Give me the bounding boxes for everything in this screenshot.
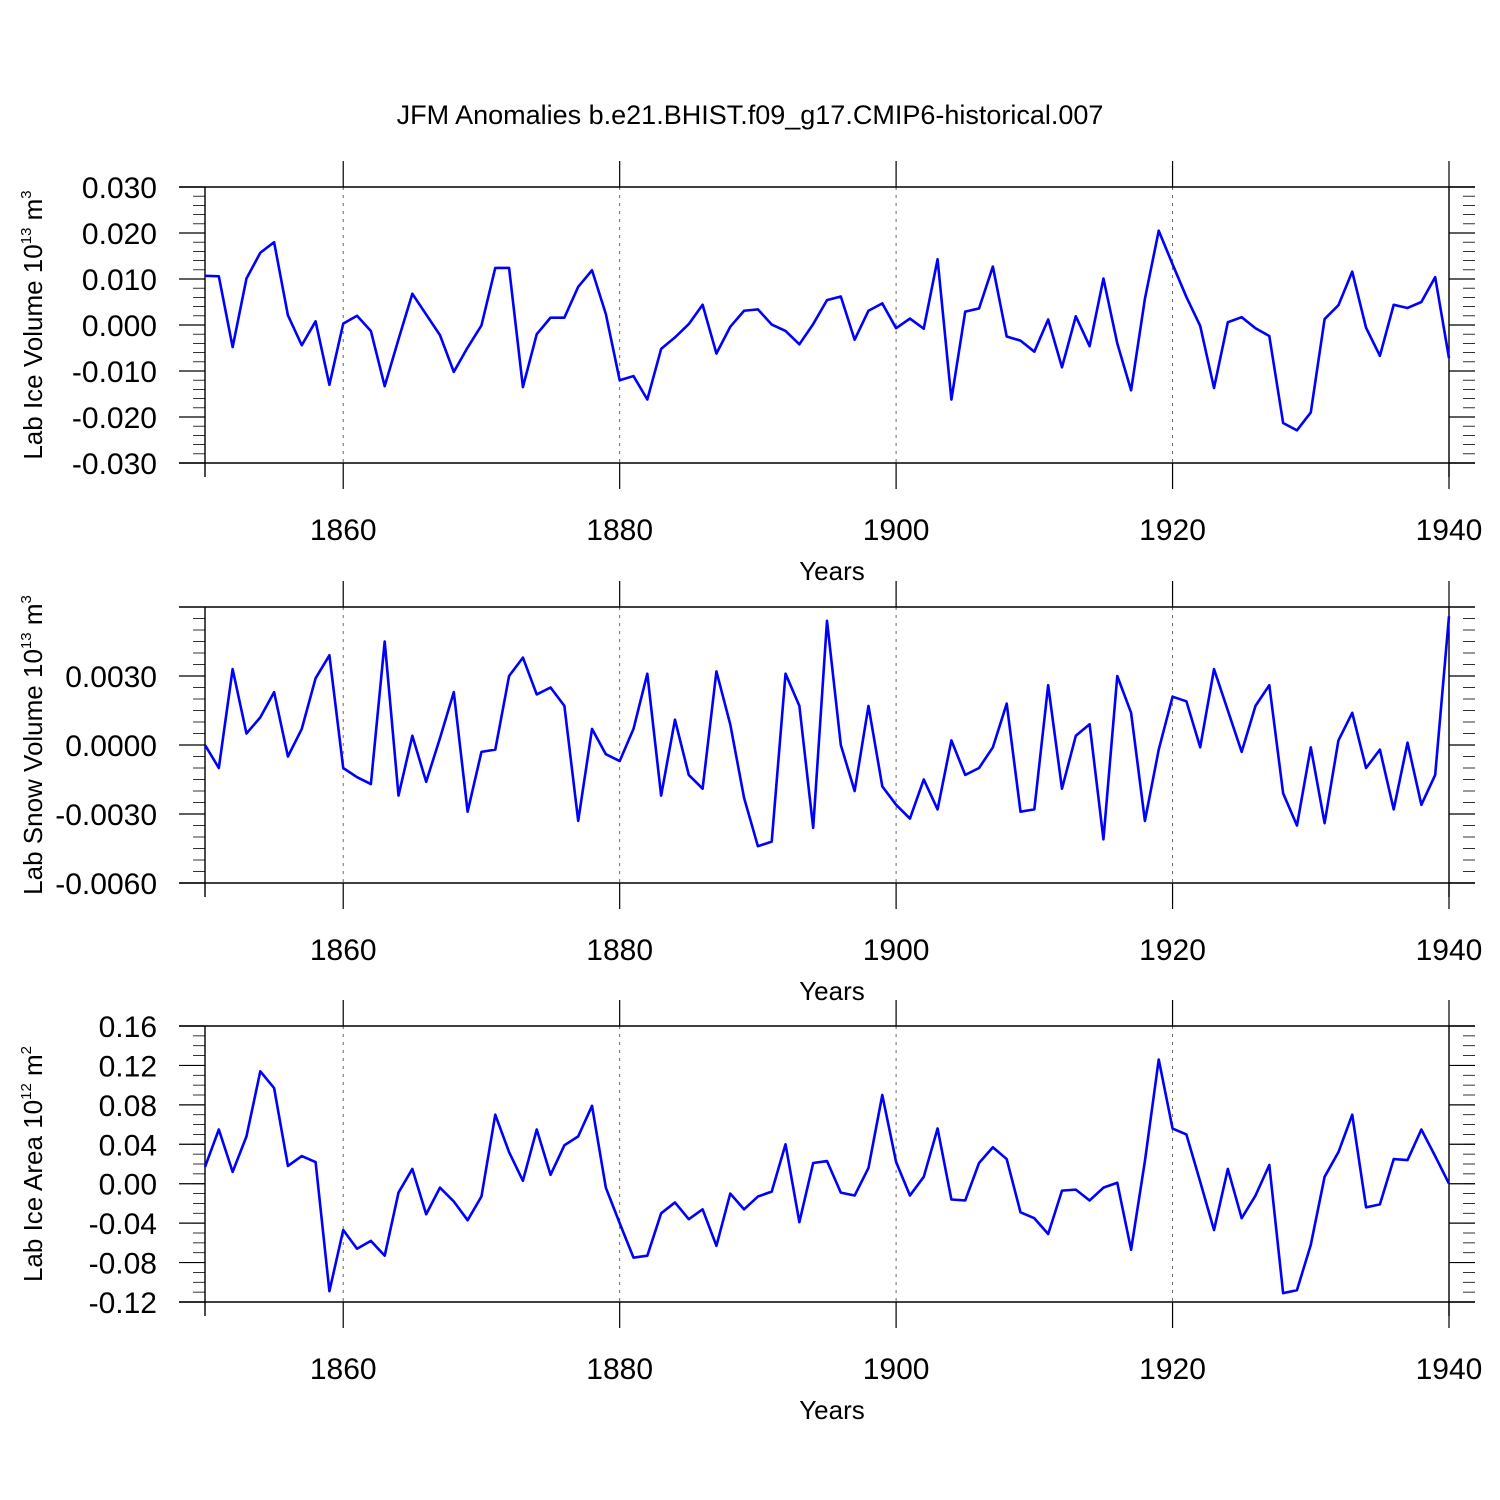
y-tick-label: -0.030 bbox=[72, 448, 157, 481]
y-tick-label: 0.04 bbox=[99, 1129, 157, 1162]
y-tick-label: -0.0030 bbox=[55, 799, 157, 832]
y-tick-label: -0.020 bbox=[72, 402, 157, 435]
series-line-lab-ice-area bbox=[203, 1058, 1451, 1295]
y-tick-label: 0.000 bbox=[82, 310, 157, 343]
y-tick-label: 0.12 bbox=[99, 1050, 157, 1083]
y-tick-label: -0.010 bbox=[72, 356, 157, 389]
chart-panel-3: -0.12 -0.08 -0.04 0.00 0.04 0.08 0.12 0.16 1860 1… bbox=[18, 1000, 1482, 1425]
y-tick-label: -0.0060 bbox=[55, 868, 157, 901]
x-tick-label: 1900 bbox=[863, 514, 930, 547]
x-tick-label: 1860 bbox=[310, 934, 377, 967]
x-axis-label: Years bbox=[799, 556, 865, 586]
x-tick-label: 1940 bbox=[1416, 514, 1483, 547]
y-axis-label: Lab Snow Volume 1013 m3 bbox=[18, 595, 48, 895]
x-tick-label: 1860 bbox=[310, 514, 377, 547]
x-tick-label: 1940 bbox=[1416, 1353, 1483, 1386]
x-tick-label: 1880 bbox=[586, 934, 653, 967]
x-tick-label: 1920 bbox=[1139, 514, 1206, 547]
chart-panel-2: -0.0060 -0.0030 0.0000 0.0030 1860 1880 1900 19… bbox=[18, 581, 1482, 1006]
x-tick-label: 1900 bbox=[863, 1353, 930, 1386]
y-axis-label: Lab Ice Area 1012 m2 bbox=[18, 1046, 48, 1282]
y-tick-label: 0.020 bbox=[82, 218, 157, 251]
y-tick-label: 0.00 bbox=[99, 1169, 157, 1202]
series-line-lab-snow-volume bbox=[203, 616, 1451, 848]
y-tick-label: -0.08 bbox=[89, 1248, 157, 1281]
x-tick-label: 1860 bbox=[310, 1353, 377, 1386]
x-axis-label: Years bbox=[799, 1395, 865, 1425]
y-tick-label: 0.030 bbox=[82, 172, 157, 205]
x-tick-label: 1920 bbox=[1139, 934, 1206, 967]
x-axis-label: Years bbox=[799, 976, 865, 1006]
x-tick-label: 1920 bbox=[1139, 1353, 1206, 1386]
x-tick-label: 1880 bbox=[586, 1353, 653, 1386]
y-tick-label: -0.04 bbox=[89, 1208, 157, 1241]
chart-panel-1: -0.030 -0.020 -0.010 0.000 0.010 0.020 0.030 18… bbox=[18, 161, 1482, 586]
x-tick-label: 1900 bbox=[863, 934, 930, 967]
y-tick-label: 0.0030 bbox=[65, 661, 157, 694]
y-tick-label: 0.010 bbox=[82, 264, 157, 297]
x-tick-label: 1940 bbox=[1416, 934, 1483, 967]
y-tick-label: 0.0000 bbox=[65, 730, 157, 763]
x-tick-label: 1880 bbox=[586, 514, 653, 547]
series-line-lab-ice-volume bbox=[204, 229, 1451, 432]
y-tick-label: 0.08 bbox=[99, 1090, 157, 1123]
y-tick-label: 0.16 bbox=[99, 1011, 157, 1044]
figure-title: JFM Anomalies b.e21.BHIST.f09_g17.CMIP6-… bbox=[397, 100, 1104, 130]
y-tick-label: -0.12 bbox=[89, 1287, 157, 1320]
y-axis-label: Lab Ice Volume 1013 m3 bbox=[18, 190, 48, 459]
